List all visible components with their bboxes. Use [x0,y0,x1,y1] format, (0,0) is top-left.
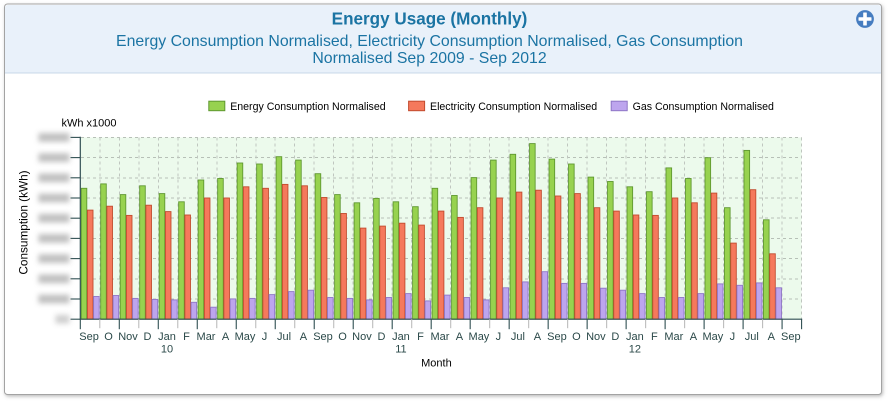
svg-text:Consumption (kWh): Consumption (kWh) [17,170,31,274]
svg-text:D: D [144,331,152,343]
svg-text:Jul: Jul [511,331,525,343]
svg-text:Nov: Nov [586,331,606,343]
svg-text:Month: Month [421,358,452,370]
svg-text:Sep: Sep [79,331,99,343]
svg-text:O: O [572,331,581,343]
svg-text:J: J [262,331,268,343]
svg-text:Jul: Jul [277,331,291,343]
svg-text:Gas Consumption Normalised: Gas Consumption Normalised [633,101,774,113]
svg-text:Mar: Mar [197,331,216,343]
svg-text:F: F [651,331,658,343]
svg-text:Sep: Sep [313,331,333,343]
svg-text:kWh x1000: kWh x1000 [62,118,117,130]
svg-text:Jan: Jan [626,331,644,343]
svg-text:Jan: Jan [392,331,410,343]
svg-text:A: A [300,331,308,343]
svg-text:Jul: Jul [745,331,759,343]
svg-text:A: A [534,331,542,343]
svg-text:O: O [338,331,347,343]
svg-text:F: F [417,331,424,343]
svg-text:D: D [611,331,619,343]
svg-text:A: A [222,331,230,343]
svg-text:F: F [183,331,190,343]
svg-text:Sep: Sep [547,331,567,343]
svg-text:O: O [104,331,113,343]
svg-text:Energy Consumption Normalised: Energy Consumption Normalised [230,101,386,113]
svg-text:J: J [496,331,502,343]
svg-text:Normalised Sep 2009 - Sep 2012: Normalised Sep 2009 - Sep 2012 [312,50,546,67]
svg-text:D: D [377,331,385,343]
svg-text:J: J [730,331,736,343]
svg-text:May: May [235,331,256,343]
svg-text:Nov: Nov [118,331,138,343]
svg-text:Jan: Jan [158,331,176,343]
svg-text:May: May [702,331,723,343]
svg-text:A: A [768,331,776,343]
svg-text:A: A [456,331,464,343]
svg-text:Energy Usage (Monthly): Energy Usage (Monthly) [332,9,528,28]
svg-text:Mar: Mar [664,331,683,343]
svg-text:11: 11 [395,344,406,356]
svg-text:Nov: Nov [352,331,372,343]
svg-text:12: 12 [629,344,641,356]
svg-text:May: May [469,331,490,343]
svg-text:Mar: Mar [430,331,449,343]
svg-text:Sep: Sep [781,331,801,343]
svg-text:Electricity Consumption Normal: Electricity Consumption Normalised [430,101,597,113]
svg-text:10: 10 [161,344,173,356]
svg-text:A: A [690,331,698,343]
svg-text:Energy Consumption Normalised,: Energy Consumption Normalised, Electrici… [116,33,743,50]
